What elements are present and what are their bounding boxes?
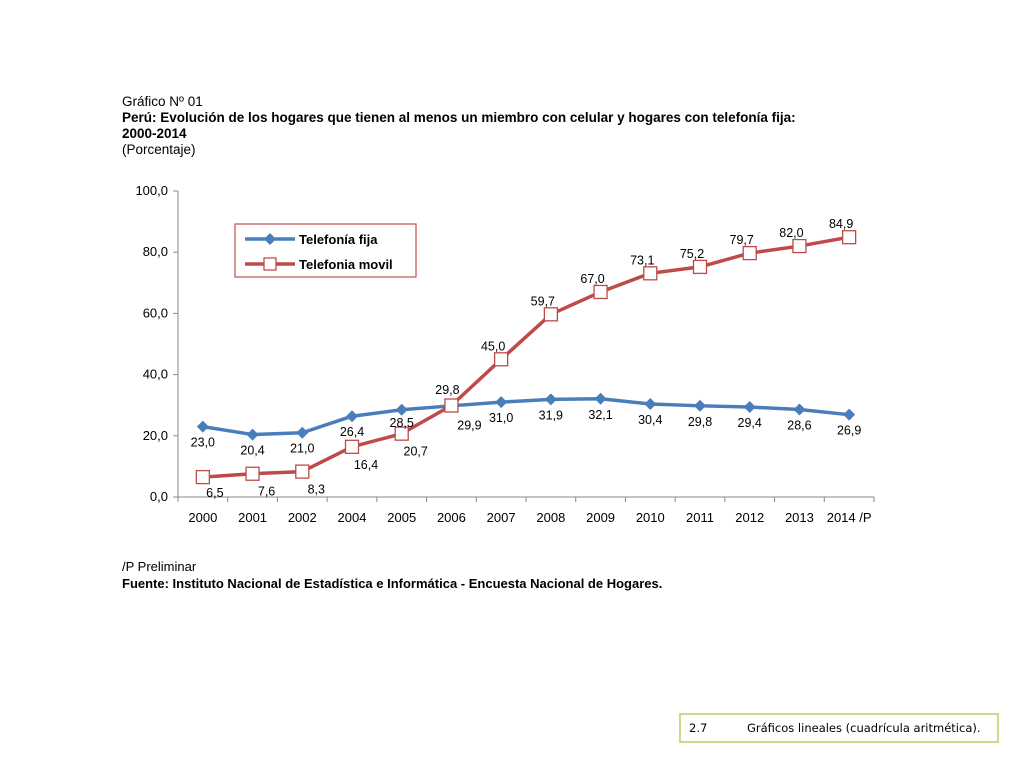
x-tick-label: 2012 [735,510,764,525]
data-point-movil [344,439,360,454]
data-point-fija [843,408,856,421]
data-label-movil: 20,7 [404,445,428,459]
series-line-1 [202,235,850,479]
data-point-fija [644,397,657,410]
data-point-movil [692,259,708,275]
y-tick-label: 80,0 [143,244,168,259]
data-label-movil: 84,9 [829,217,853,231]
data-label-movil: 59,7 [531,294,555,308]
legend-label-movil: Telefonia movil [299,257,393,272]
data-label-movil: 7,6 [258,485,275,499]
legend-marker-movil [263,257,277,271]
x-tick-label: 2014 /P [827,510,872,525]
data-label-fija: 29,8 [688,415,712,429]
data-label-fija: 30,4 [638,413,662,427]
data-label-fija: 32,1 [588,408,612,422]
data-label-movil: 75,2 [680,247,704,261]
data-point-movil [742,245,757,261]
data-label-fija: 20,4 [240,444,264,458]
x-tick-label: 2005 [387,510,416,525]
chart-heading: Gráfico Nº 01 Perú: Evolución de los hog… [122,94,796,158]
data-point-fija [196,420,209,433]
y-tick-label: 0,0 [150,489,168,504]
x-tick-label: 2009 [586,510,615,525]
x-tick-label: 2011 [686,510,714,525]
x-tick-label: 2006 [437,510,466,525]
data-label-movil: 8,3 [308,483,325,497]
y-tick-label: 20,0 [143,428,168,443]
data-label-fija: 28,5 [390,416,414,430]
data-point-fija [594,392,607,405]
data-label-movil: 29,9 [457,419,481,433]
chart-unit: (Porcentaje) [122,142,196,157]
x-tick-label: 2001 [238,510,267,525]
data-label-movil: 73,1 [630,253,654,267]
legend-marker-fija [264,233,276,245]
footer-caption-box: 2.7 Gráficos lineales (cuadrícula aritmé… [679,713,999,743]
y-tick-label: 40,0 [143,367,168,382]
data-point-fija [694,399,706,412]
chart-notes: /P Preliminar Fuente: Instituto Nacional… [122,558,662,592]
y-tick-label: 100,0 [135,183,168,198]
chart-title: Perú: Evolución de los hogares que tiene… [122,110,796,125]
y-tick-label: 60,0 [143,305,168,320]
preliminary-note: /P Preliminar [122,559,197,574]
chart-label: Gráfico Nº 01 [122,94,203,109]
data-label-fija: 21,0 [290,442,314,456]
data-label-fija: 28,6 [787,418,811,432]
x-tick-label: 2000 [188,510,217,525]
source-note: Fuente: Instituto Nacional de Estadístic… [122,576,663,591]
data-point-fija [495,396,508,409]
data-point-fija [395,403,408,416]
x-tick-label: 2007 [487,510,516,525]
data-point-fija [246,428,259,441]
data-point-movil [593,284,608,300]
footer-caption: Gráficos lineales (cuadrícula aritmética… [747,721,981,735]
x-tick-label: 2010 [636,510,665,525]
legend-label-fija: Telefonía fija [299,232,378,247]
chart-period: 2000-2014 [122,126,187,141]
data-label-movil: 45,0 [481,339,505,353]
data-point-movil [543,307,559,322]
data-point-movil [295,464,310,479]
data-point-fija [793,403,806,416]
data-point-movil [444,398,459,413]
data-label-fija: 23,0 [191,436,215,450]
data-label-movil: 82,0 [779,226,803,240]
data-point-movil [841,230,857,245]
series-line-0 [202,397,850,437]
data-label-movil: 79,7 [730,233,754,247]
footer-number: 2.7 [689,721,708,735]
data-point-movil [643,266,658,281]
x-tick-label: 2008 [536,510,565,525]
x-tick-label: 2002 [288,510,317,525]
data-point-movil [394,426,409,441]
data-label-movil: 67,0 [580,272,604,286]
data-point-fija [743,401,756,414]
data-point-movil [493,352,509,367]
data-label-movil: 6,5 [206,486,223,500]
data-label-fija: 29,4 [738,416,762,430]
x-tick-label: 2004 [338,510,367,525]
data-label-fija: 26,9 [837,424,861,438]
data-label-fija: 26,4 [340,425,364,439]
data-label-fija: 31,9 [539,408,563,422]
data-point-movil [792,238,807,254]
data-label-movil: 16,4 [354,458,378,472]
data-label-fija: 29,8 [435,383,459,397]
data-point-movil [195,469,211,485]
data-point-fija [296,426,309,439]
data-point-fija [346,410,358,423]
data-point-movil [245,466,260,481]
x-tick-label: 2013 [785,510,814,525]
data-point-fija [544,393,557,406]
data-label-fija: 31,0 [489,411,513,425]
